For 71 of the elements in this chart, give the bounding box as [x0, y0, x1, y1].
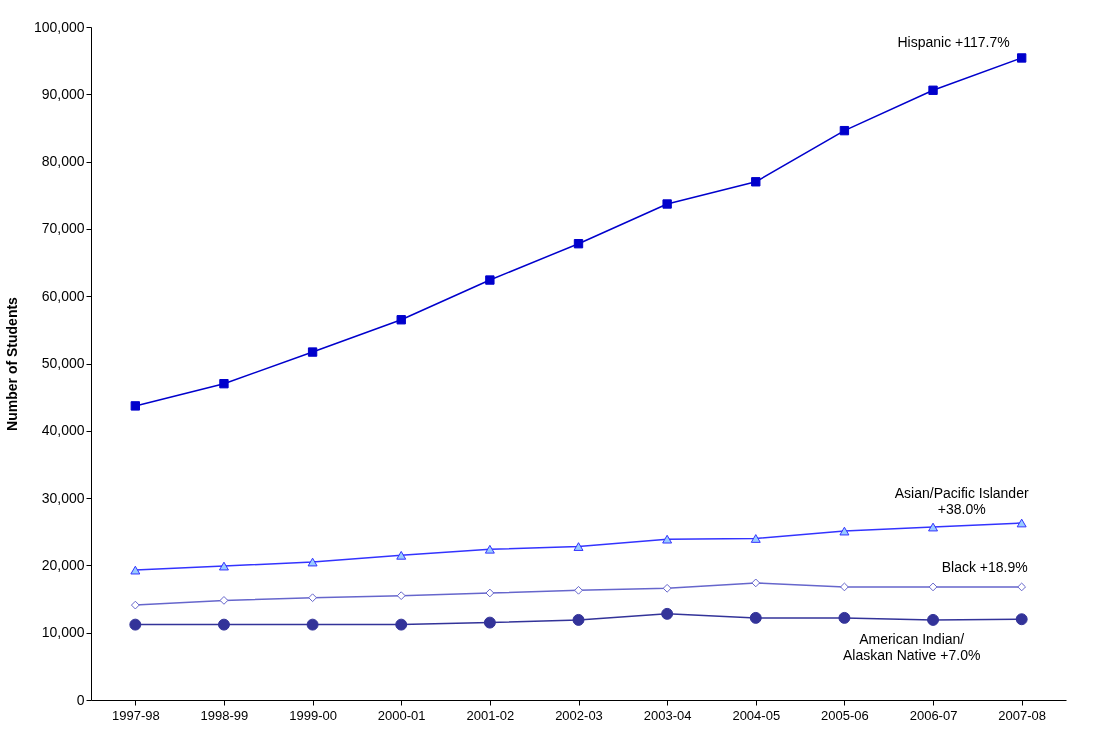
x-tick-label: 1998-99: [200, 707, 249, 723]
point: [928, 522, 939, 532]
point: [574, 585, 583, 595]
point: [749, 611, 762, 624]
x-tick-label: 2005-06: [821, 707, 869, 723]
point: [129, 618, 142, 631]
point: [219, 596, 229, 605]
x-tick-label: 2006-07: [909, 707, 958, 723]
point: [485, 275, 495, 285]
point: [307, 347, 318, 357]
y-tick-label: 0: [76, 691, 85, 708]
point: [1017, 582, 1027, 592]
y-tick-label: 70,000: [41, 220, 85, 237]
point: [307, 557, 318, 567]
point: [751, 177, 761, 187]
point: [1015, 613, 1028, 626]
point: [130, 565, 141, 575]
point: [928, 85, 938, 95]
x-tick-label: 2003-04: [643, 707, 692, 723]
point: [130, 600, 140, 610]
x-tick-label: 2000-01: [377, 707, 426, 723]
y-tick-label: 10,000: [41, 624, 85, 641]
point: [662, 534, 673, 544]
point: [751, 578, 761, 588]
point: [1017, 53, 1027, 63]
y-tick-label: 30,000: [41, 489, 85, 506]
series-label: American Indian/ Alaskan Native +7.0%: [843, 631, 981, 664]
point: [217, 618, 230, 631]
x-tick-label: 2004-05: [732, 707, 781, 723]
point: [1016, 518, 1027, 528]
y-tick-label: 100,000: [33, 18, 85, 35]
y-tick-label: 80,000: [41, 153, 85, 170]
x-tick-label: 2002-03: [555, 707, 603, 723]
x-tick-label: 1999-00: [289, 707, 337, 723]
point: [662, 583, 672, 593]
y-tick-label: 40,000: [41, 422, 85, 439]
point: [396, 591, 406, 601]
point: [572, 613, 585, 626]
point: [661, 607, 674, 620]
series-label: Hispanic +117.7%: [897, 33, 1010, 50]
point: [840, 582, 849, 592]
point: [219, 379, 229, 389]
point: [928, 582, 938, 592]
y-tick-label: 50,000: [41, 355, 85, 371]
point: [483, 616, 496, 629]
point: [839, 526, 850, 536]
x-tick-label: 2001-02: [466, 707, 515, 723]
point: [838, 611, 851, 624]
point: [573, 239, 584, 249]
x-tick-label: 1997-98: [111, 707, 160, 723]
point: [218, 561, 229, 571]
y-axis-title: Number of Students: [3, 296, 20, 431]
point: [396, 550, 407, 560]
point: [750, 534, 761, 543]
point: [308, 593, 317, 603]
point: [662, 199, 672, 209]
series-label: Black +18.9%: [941, 558, 1028, 575]
point: [927, 613, 940, 626]
point: [485, 588, 495, 598]
y-tick-label: 90,000: [41, 85, 85, 102]
point: [573, 542, 584, 551]
x-tick-label: 2007-08: [998, 707, 1047, 723]
y-tick-label: 20,000: [41, 556, 85, 573]
y-tick-label: 60,000: [41, 287, 85, 304]
point: [130, 401, 140, 411]
point: [839, 125, 850, 136]
point: [484, 544, 495, 554]
series-label: Asian/Pacific Islander +38.0%: [894, 485, 1029, 517]
point: [396, 315, 406, 325]
point: [306, 618, 319, 631]
point: [395, 618, 408, 631]
